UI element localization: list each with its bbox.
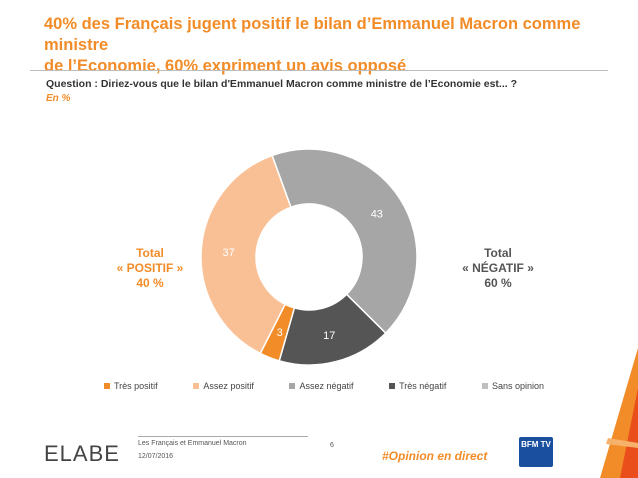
corner-stripe-red — [620, 388, 638, 478]
footer-subtitle: Les Français et Emmanuel Macron — [138, 440, 247, 447]
slice-label-assez-negatif: 43 — [371, 209, 383, 221]
legend-label: Assez positif — [203, 381, 254, 391]
total-positive-line1: Total — [136, 246, 164, 260]
unit-label: En % — [46, 93, 71, 104]
total-negative-line2: « NÉGATIF » — [462, 261, 534, 275]
legend-label: Sans opinion — [491, 381, 544, 391]
bfm-tv-logo: BFM TV — [519, 437, 553, 467]
slice-label-tres-negatif: 17 — [323, 330, 335, 342]
corner-decoration — [600, 348, 638, 478]
total-negative: Total « NÉGATIF » 60 % — [448, 246, 548, 291]
legend-item-assez-negatif: Assez négatif — [289, 381, 354, 391]
total-positive-value: 40 % — [136, 276, 164, 290]
title-divider — [30, 70, 608, 71]
slice-assez-positif — [200, 154, 292, 355]
legend-item-tres-positif: Très positif — [104, 381, 158, 391]
legend-label: Très positif — [114, 381, 158, 391]
page-number: 6 — [330, 442, 334, 449]
legend-swatch — [481, 383, 488, 389]
chart-legend: Très positif Assez positif Assez négatif Tr… — [104, 381, 544, 391]
legend-swatch — [193, 383, 200, 389]
hashtag-text: #Opinion en direct — [382, 449, 488, 463]
total-positive: Total « POSITIF » 40 % — [100, 246, 200, 291]
legend-swatch — [289, 383, 296, 389]
legend-swatch — [389, 383, 396, 389]
legend-item-tres-negatif: Très négatif — [389, 381, 446, 391]
legend-swatch — [104, 383, 110, 389]
total-negative-line1: Total — [484, 246, 512, 260]
elabe-logo: ELABE — [44, 441, 120, 467]
title-line-1: 40% des Français jugent positif le bilan… — [44, 15, 581, 54]
footer-date: 12/07/2016 — [138, 453, 174, 460]
elabe-logo-text: ELABE — [44, 441, 120, 466]
footer-divider — [138, 436, 308, 437]
legend-label: Assez négatif — [299, 381, 354, 391]
bfm-tv-logo-text: BFM TV — [521, 440, 551, 449]
legend-label: Très négatif — [399, 381, 447, 391]
legend-item-assez-positif: Assez positif — [193, 381, 254, 391]
corner-stripe-light — [606, 438, 638, 448]
legend-item-sans-opinion: Sans opinion — [481, 381, 544, 391]
total-positive-line2: « POSITIF » — [116, 261, 184, 275]
slice-label-assez-positif: 37 — [223, 247, 235, 259]
question-text: Question : Diriez-vous que le bilan d'Em… — [46, 78, 518, 90]
total-negative-value: 60 % — [484, 276, 512, 290]
slice-assez-negatif — [271, 148, 418, 335]
slice-label-tres-positif: 3 — [277, 327, 283, 339]
